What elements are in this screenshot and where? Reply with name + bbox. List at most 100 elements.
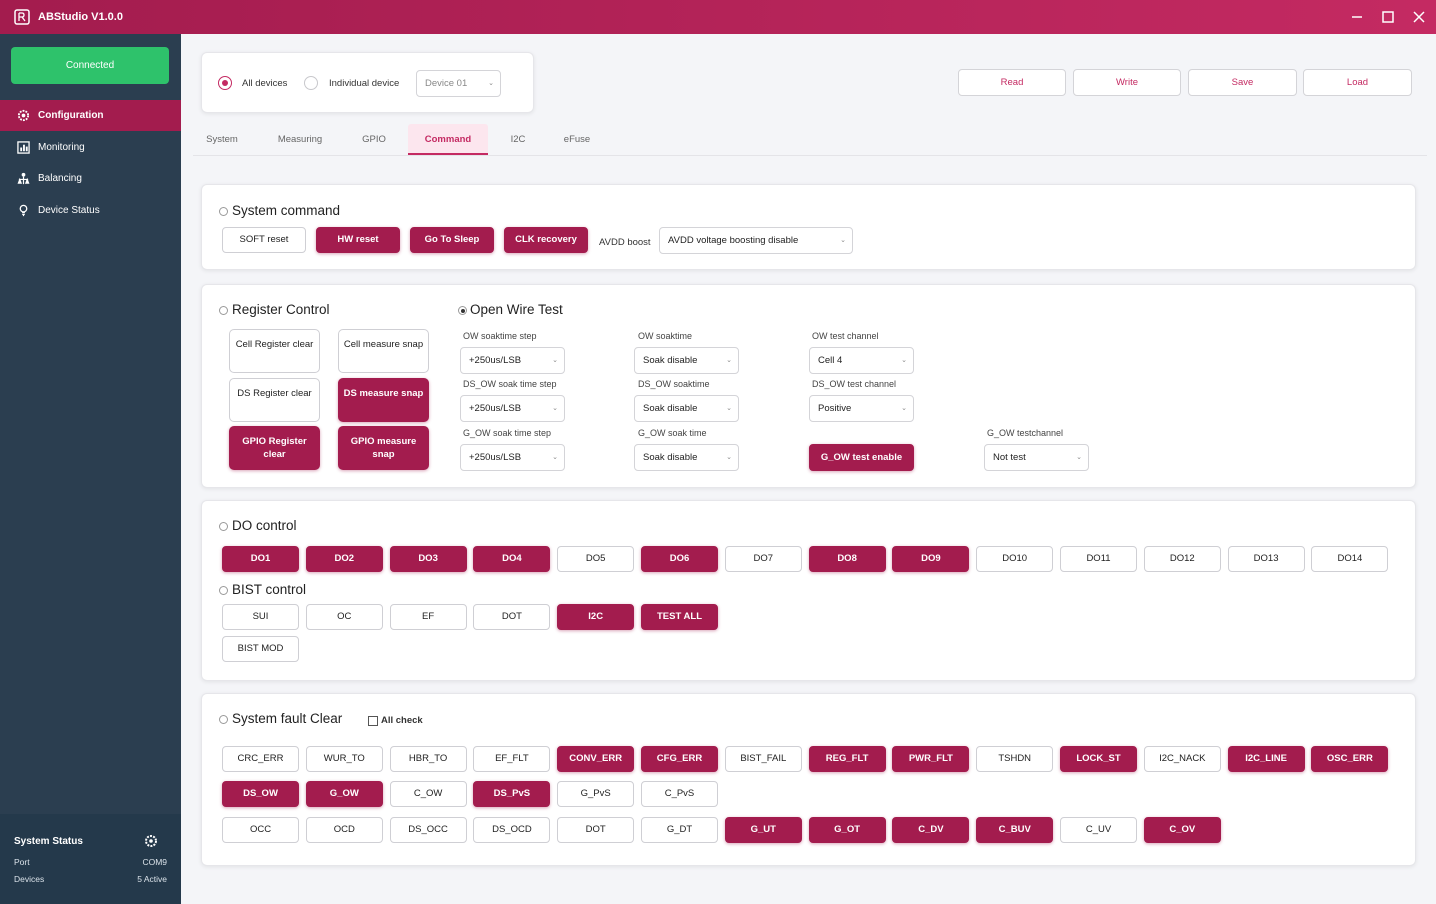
- tshdn-button[interactable]: TSHDN: [976, 746, 1054, 772]
- ds-measure-snap-button[interactable]: DS measure snap: [338, 378, 429, 422]
- g-ot-button[interactable]: G_OT: [808, 817, 886, 843]
- sui-button[interactable]: SUI: [222, 604, 299, 630]
- tab-system[interactable]: System: [206, 134, 238, 145]
- tab-gpio[interactable]: GPIO: [362, 134, 386, 145]
- cfg-err-button[interactable]: CFG_ERR: [641, 746, 718, 772]
- c-uv-button[interactable]: C_UV: [1060, 817, 1137, 843]
- g-pvs-button[interactable]: G_PvS: [557, 781, 635, 807]
- sidebar-item-balancing[interactable]: Balancing: [0, 163, 181, 194]
- ds-ow-button[interactable]: DS_OW: [222, 781, 299, 807]
- read-button[interactable]: Read: [958, 69, 1066, 96]
- ds-ow-soaktime-select[interactable]: Soak disable ⌄: [634, 395, 739, 422]
- pwr-flt-button[interactable]: PWR_FLT: [892, 746, 970, 772]
- soft-reset-button[interactable]: SOFT reset: [222, 227, 306, 253]
- do14-button[interactable]: DO14: [1311, 546, 1389, 572]
- do8-button[interactable]: DO8: [808, 546, 886, 572]
- clk-recovery-button[interactable]: CLK recovery: [504, 227, 588, 253]
- hw-reset-button[interactable]: HW reset: [316, 227, 400, 253]
- sidebar-item-device-status[interactable]: Device Status: [0, 195, 181, 226]
- cell-measure-snap-button[interactable]: Cell measure snap: [338, 329, 429, 373]
- ow-soaktime-select[interactable]: Soak disable ⌄: [634, 347, 739, 374]
- do-control-radio[interactable]: [219, 522, 228, 531]
- gpio-register-clear-button[interactable]: GPIO Register clear: [229, 426, 320, 470]
- test-all-button[interactable]: TEST ALL: [641, 604, 718, 630]
- g-ow-soak-time-step-select[interactable]: +250us/LSB ⌄: [460, 444, 565, 471]
- ds-ocd-button[interactable]: DS_OCD: [473, 817, 551, 843]
- system-command-radio[interactable]: [219, 207, 228, 216]
- do10-button[interactable]: DO10: [976, 546, 1054, 572]
- c-buv-button[interactable]: C_BUV: [976, 817, 1054, 843]
- load-button[interactable]: Load: [1303, 69, 1412, 96]
- ds-occ-button[interactable]: DS_OCC: [389, 817, 467, 843]
- do13-button[interactable]: DO13: [1227, 546, 1305, 572]
- dot-button[interactable]: DOT: [473, 604, 551, 630]
- ds-ow-soak-time-step-select[interactable]: +250us/LSB ⌄: [460, 395, 565, 422]
- do11-button[interactable]: DO11: [1060, 546, 1137, 572]
- fault-clear-radio[interactable]: [219, 715, 228, 724]
- bist-fail-button[interactable]: BIST_FAIL: [724, 746, 802, 772]
- c-dv-button[interactable]: C_DV: [892, 817, 970, 843]
- dot-button[interactable]: DOT: [557, 817, 635, 843]
- osc-err-button[interactable]: OSC_ERR: [1311, 746, 1389, 772]
- ef-flt-button[interactable]: EF_FLT: [473, 746, 551, 772]
- go-to-sleep-button[interactable]: Go To Sleep: [410, 227, 494, 253]
- reg-flt-button[interactable]: REG_FLT: [808, 746, 886, 772]
- device-select[interactable]: Device 01 ⌄: [416, 70, 501, 97]
- c-pvs-button[interactable]: C_PvS: [641, 781, 718, 807]
- do1-button[interactable]: DO1: [222, 546, 299, 572]
- maximize-icon[interactable]: [1379, 8, 1397, 26]
- g-ow-button[interactable]: G_OW: [305, 781, 383, 807]
- ds-pvs-button[interactable]: DS_PvS: [473, 781, 551, 807]
- c-ow-button[interactable]: C_OW: [389, 781, 467, 807]
- hbr-to-button[interactable]: HBR_TO: [389, 746, 467, 772]
- i2c-nack-button[interactable]: I2C_NACK: [1143, 746, 1221, 772]
- tab-efuse[interactable]: eFuse: [563, 134, 591, 145]
- wur-to-button[interactable]: WUR_TO: [305, 746, 383, 772]
- do9-button[interactable]: DO9: [892, 546, 970, 572]
- open-wire-radio[interactable]: [458, 306, 467, 315]
- all-devices-radio[interactable]: [218, 76, 232, 90]
- g-ut-button[interactable]: G_UT: [724, 817, 802, 843]
- tab-i2c[interactable]: I2C: [510, 134, 526, 145]
- tab-measuring[interactable]: Measuring: [277, 134, 323, 145]
- save-button[interactable]: Save: [1188, 69, 1297, 96]
- tab-command[interactable]: Command: [408, 124, 488, 155]
- c-ov-button[interactable]: C_OV: [1143, 817, 1221, 843]
- ow-test-channel-select[interactable]: Cell 4 ⌄: [809, 347, 914, 374]
- close-icon[interactable]: [1410, 8, 1428, 26]
- do7-button[interactable]: DO7: [724, 546, 802, 572]
- write-button[interactable]: Write: [1073, 69, 1181, 96]
- minimize-icon[interactable]: [1348, 8, 1366, 26]
- ds-ow-test-channel-select[interactable]: Positive ⌄: [809, 395, 914, 422]
- cell-register-clear-button[interactable]: Cell Register clear: [229, 329, 320, 373]
- all-check-checkbox[interactable]: [368, 716, 378, 726]
- do4-button[interactable]: DO4: [473, 546, 551, 572]
- gpio-measure-snap-button[interactable]: GPIO measure snap: [338, 426, 429, 470]
- sidebar-item-monitoring[interactable]: Monitoring: [0, 132, 181, 163]
- bist-control-radio[interactable]: [219, 586, 228, 595]
- settings-icon[interactable]: [144, 834, 158, 848]
- crc-err-button[interactable]: CRC_ERR: [222, 746, 299, 772]
- g-ow-soak-time-select[interactable]: Soak disable ⌄: [634, 444, 739, 471]
- i2c-button[interactable]: I2C: [557, 604, 635, 630]
- ocd-button[interactable]: OCD: [305, 817, 383, 843]
- register-control-radio[interactable]: [219, 306, 228, 315]
- g-ow-testchannel-select[interactable]: Not test ⌄: [984, 444, 1089, 471]
- ow-soaktime-step-select[interactable]: +250us/LSB ⌄: [460, 347, 565, 374]
- g-dt-button[interactable]: G_DT: [641, 817, 718, 843]
- occ-button[interactable]: OCC: [222, 817, 299, 843]
- conv-err-button[interactable]: CONV_ERR: [557, 746, 635, 772]
- ef-button[interactable]: EF: [389, 604, 467, 630]
- g-ow-test-enable-button[interactable]: G_OW test enable: [809, 444, 914, 471]
- connected-button[interactable]: Connected: [11, 47, 169, 84]
- bist-mod-button[interactable]: BIST MOD: [222, 636, 299, 662]
- sidebar-item-configuration[interactable]: Configuration: [0, 100, 181, 131]
- do3-button[interactable]: DO3: [389, 546, 467, 572]
- individual-device-radio[interactable]: [304, 76, 318, 90]
- avdd-boost-select[interactable]: AVDD voltage boosting disable ⌄: [659, 227, 853, 254]
- do6-button[interactable]: DO6: [641, 546, 718, 572]
- do12-button[interactable]: DO12: [1143, 546, 1221, 572]
- i2c-line-button[interactable]: I2C_LINE: [1227, 746, 1305, 772]
- ds-register-clear-button[interactable]: DS Register clear: [229, 378, 320, 422]
- lock-st-button[interactable]: LOCK_ST: [1060, 746, 1137, 772]
